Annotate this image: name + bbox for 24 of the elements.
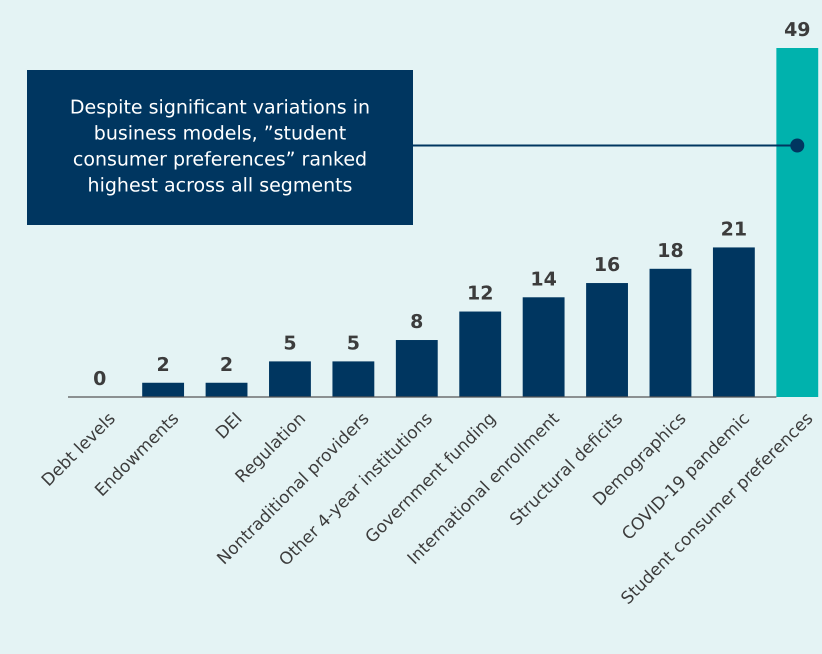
data-label: 0 <box>93 368 106 390</box>
data-label: 18 <box>657 240 684 262</box>
data-label: 8 <box>410 311 424 334</box>
bar <box>269 361 311 397</box>
data-label: 2 <box>156 354 170 376</box>
data-label: 14 <box>530 268 557 290</box>
data-label: 5 <box>346 332 360 354</box>
data-label: 16 <box>594 254 620 276</box>
bar <box>712 247 755 397</box>
bar <box>459 312 502 397</box>
data-label: 21 <box>720 218 748 240</box>
annotation: Despite significant variations in business models, ”student consumer preferences” ranked highest across all segments <box>70 96 370 197</box>
data-label: 5 <box>283 332 297 354</box>
bar <box>332 361 374 397</box>
bar <box>396 340 438 397</box>
bar <box>776 48 818 397</box>
bar <box>650 268 692 397</box>
data-label: 12 <box>466 282 494 305</box>
bar <box>142 382 184 397</box>
data-label: 49 <box>784 19 811 41</box>
data-label: 2 <box>220 354 234 376</box>
bar <box>522 297 565 397</box>
bar <box>586 283 628 397</box>
bar <box>206 382 248 397</box>
